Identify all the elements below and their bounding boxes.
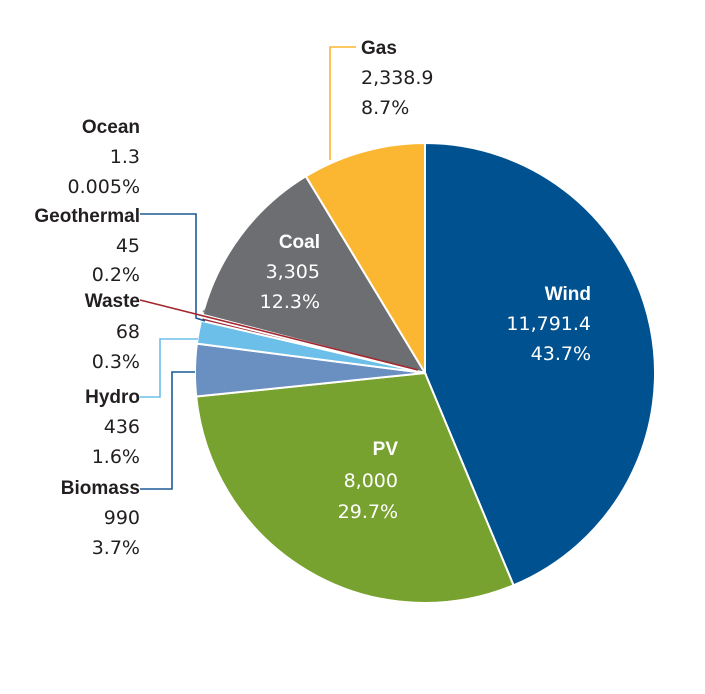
hydro-percent: 1.6% bbox=[92, 446, 140, 468]
label-gas: Gas 2,338.9 8.7% bbox=[361, 38, 434, 119]
label-wind: Wind 11,791.4 43.7% bbox=[506, 284, 591, 365]
biomass-percent: 3.7% bbox=[92, 537, 140, 559]
hydro-value: 436 bbox=[104, 416, 140, 438]
ocean-name: Ocean bbox=[82, 117, 140, 138]
coal-value: 3,305 bbox=[266, 261, 320, 283]
label-ocean: Ocean 1.3 0.005% bbox=[68, 117, 140, 198]
gas-name: Gas bbox=[361, 38, 397, 59]
geothermal-percent: 0.2% bbox=[92, 264, 140, 286]
slice-pv bbox=[195, 371, 515, 604]
biomass-name: Biomass bbox=[61, 478, 140, 499]
pv-name: PV bbox=[373, 439, 399, 460]
wind-percent: 43.7% bbox=[531, 343, 591, 365]
label-biomass: Biomass 990 3.7% bbox=[61, 478, 140, 559]
hydro-name: Hydro bbox=[85, 387, 140, 408]
leader-line-gas bbox=[329, 46, 356, 160]
pie-slices bbox=[194, 141, 656, 604]
label-coal: Coal 3,305 12.3% bbox=[260, 232, 320, 313]
waste-percent: 0.3% bbox=[92, 351, 140, 373]
leader-line-geothermal bbox=[140, 213, 206, 322]
geothermal-name: Geothermal bbox=[34, 206, 140, 227]
slice-gas bbox=[304, 141, 426, 377]
ocean-percent: 0.005% bbox=[68, 176, 140, 198]
waste-value: 68 bbox=[116, 321, 140, 343]
leader-line-ocean bbox=[202, 309, 206, 313]
label-geothermal: Geothermal 45 0.2% bbox=[34, 206, 140, 286]
gas-value: 2,338.9 bbox=[361, 67, 434, 89]
leader-line-waste bbox=[139, 299, 419, 371]
leader-line-biomass bbox=[140, 371, 195, 490]
slice-coal bbox=[201, 174, 428, 375]
coal-name: Coal bbox=[279, 232, 320, 253]
wind-name: Wind bbox=[545, 284, 591, 305]
geothermal-value: 45 bbox=[116, 235, 140, 257]
slice-wind bbox=[424, 141, 656, 587]
gas-percent: 8.7% bbox=[361, 97, 409, 119]
label-waste: Waste 68 0.3% bbox=[85, 291, 140, 373]
pv-value: 8,000 bbox=[344, 470, 398, 492]
wind-value: 11,791.4 bbox=[506, 313, 591, 335]
biomass-value: 990 bbox=[104, 507, 140, 529]
pv-percent: 29.7% bbox=[338, 501, 398, 523]
ocean-value: 1.3 bbox=[110, 146, 140, 168]
label-pv: PV 8,000 29.7% bbox=[338, 439, 399, 523]
leader-lines bbox=[139, 46, 419, 490]
leader-line-hydro bbox=[140, 338, 198, 398]
coal-percent: 12.3% bbox=[260, 291, 320, 313]
waste-name: Waste bbox=[85, 291, 140, 312]
label-hydro: Hydro 436 1.6% bbox=[85, 387, 140, 468]
